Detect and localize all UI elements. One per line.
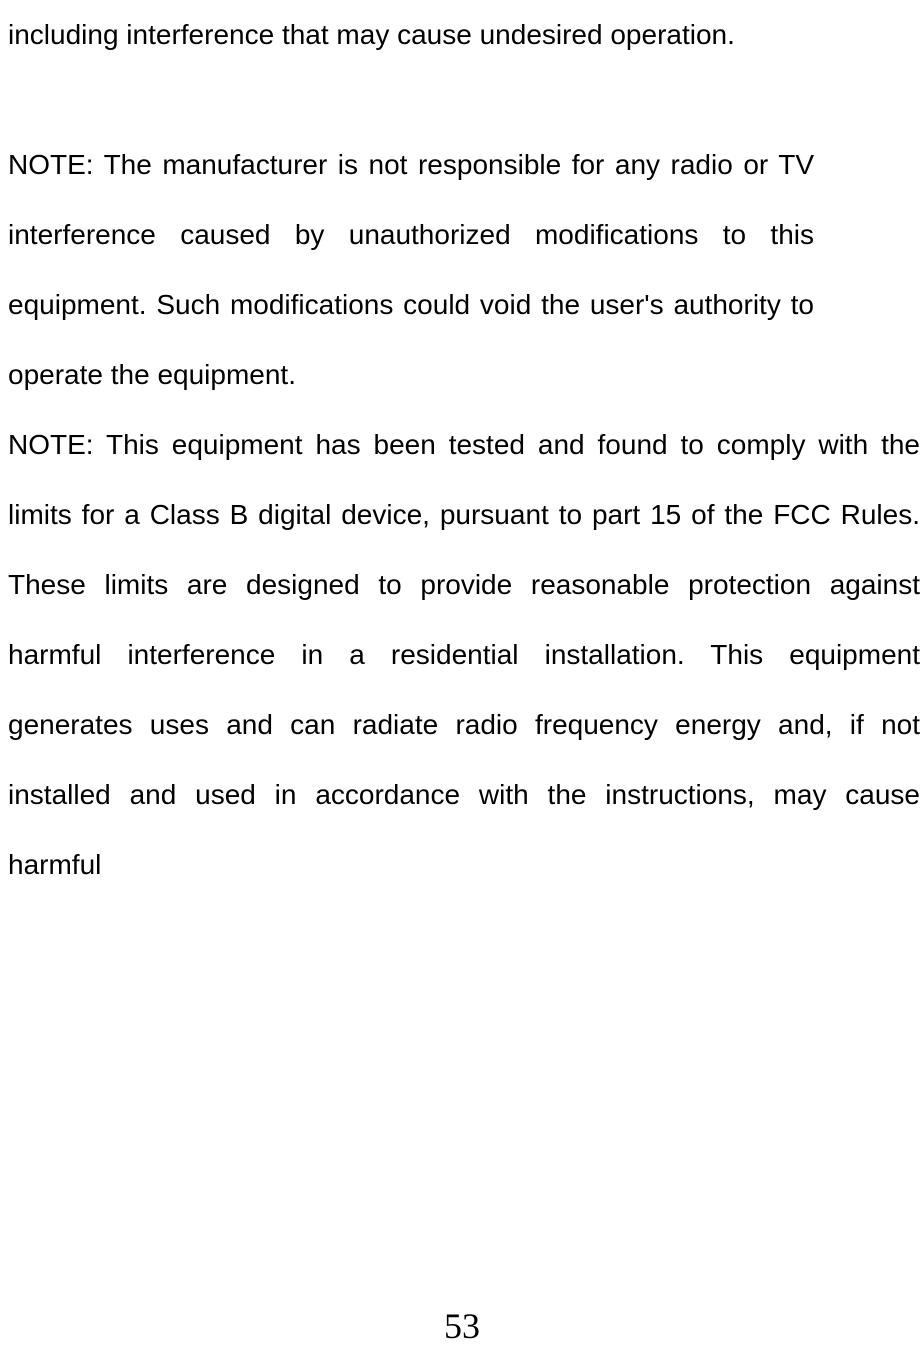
page-content: including interference that may cause un…	[0, 0, 924, 900]
paragraph-1: including interference that may cause un…	[8, 0, 814, 70]
paragraph-2: NOTE: The manufacturer is not responsibl…	[8, 130, 814, 410]
page-number: 53	[444, 1305, 480, 1347]
paragraph-3: NOTE: This equipment has been tested and…	[8, 410, 920, 900]
